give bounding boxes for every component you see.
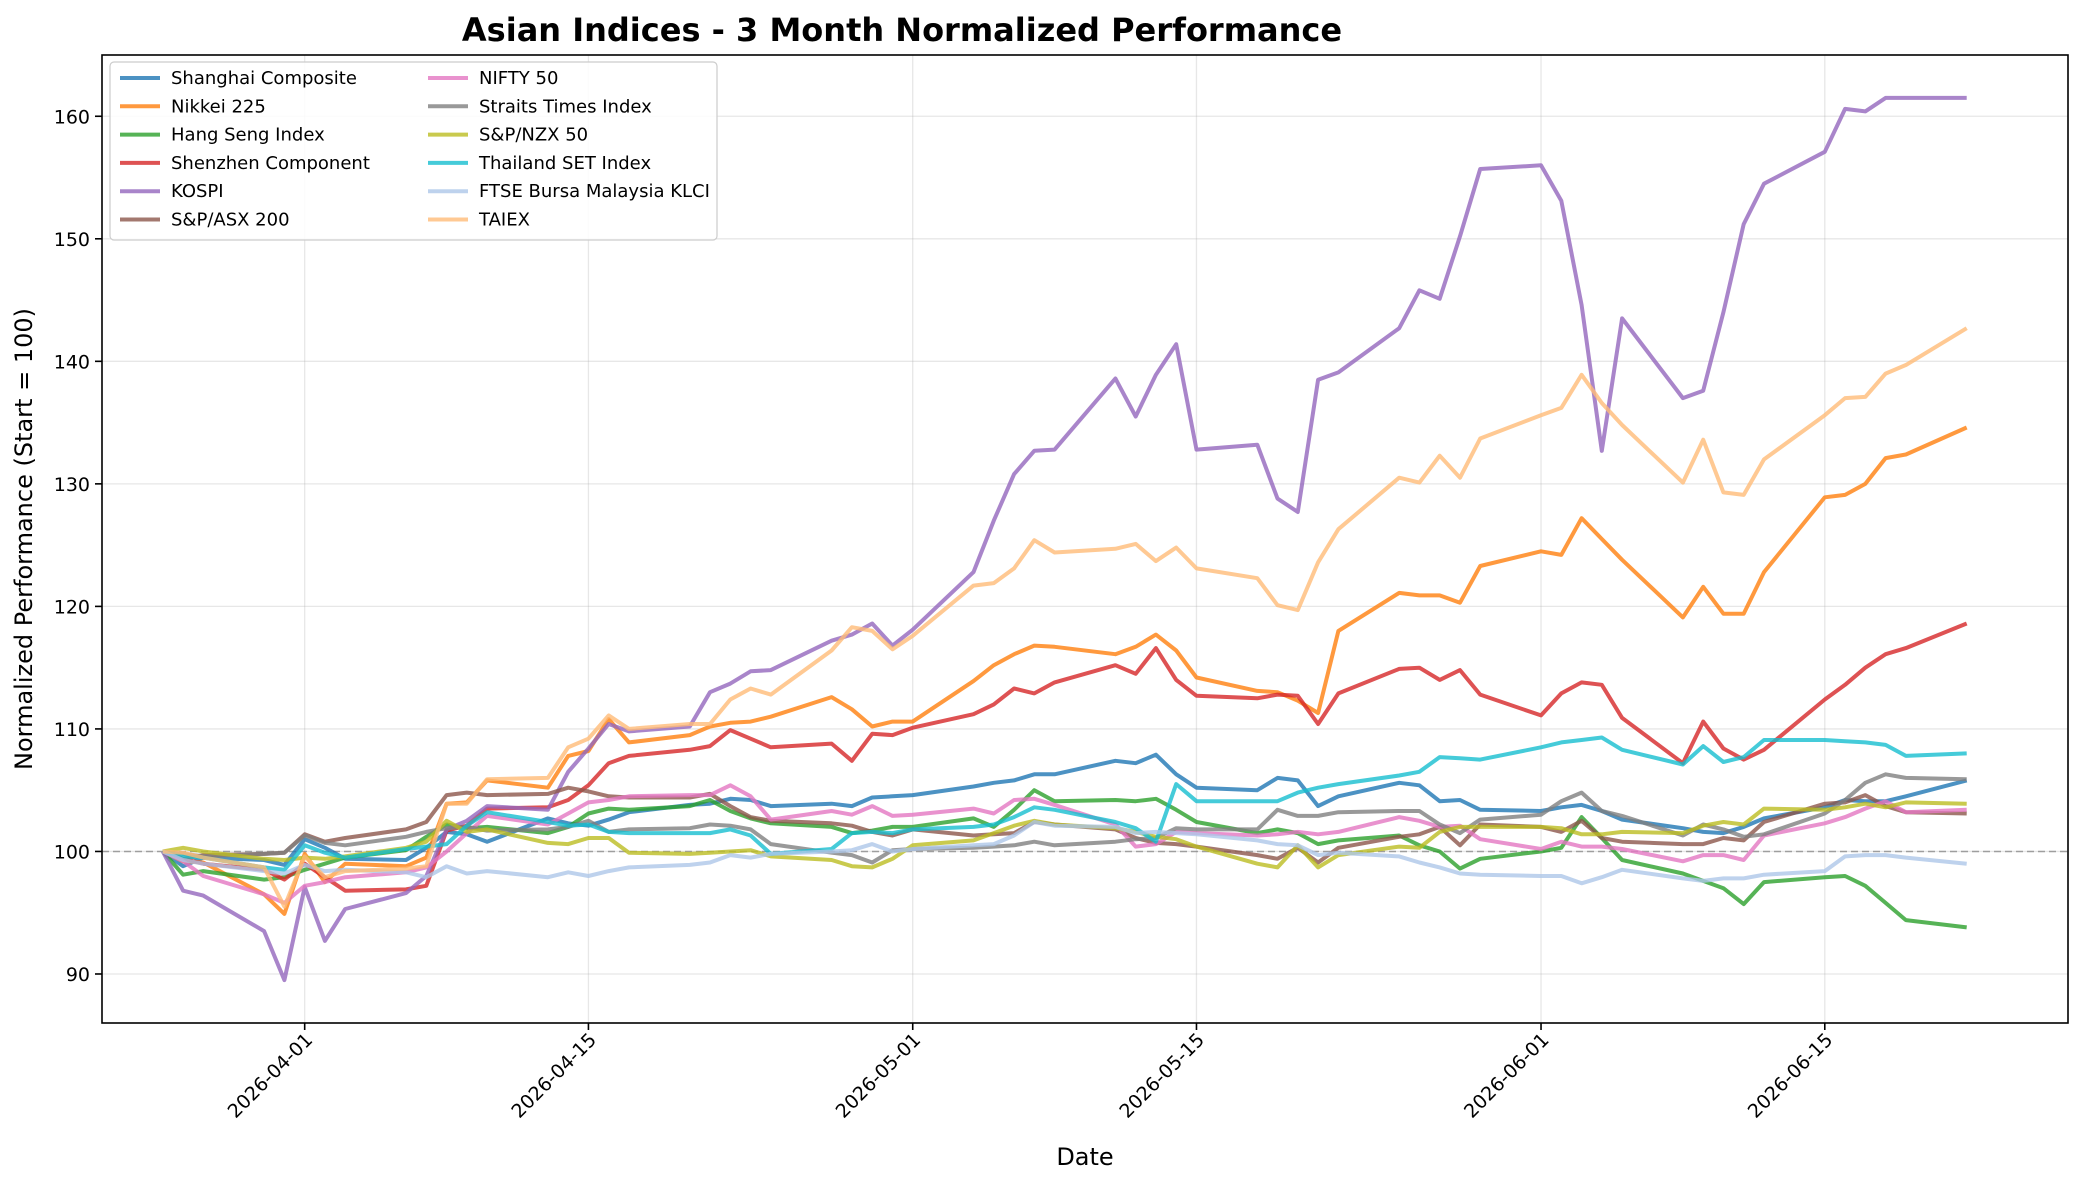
y-tick-label: 150 bbox=[54, 229, 90, 251]
series-line-thailand-set-index bbox=[162, 735, 1967, 872]
legend-label: S&P/ASX 200 bbox=[171, 210, 290, 231]
legend-label: S&P/NZX 50 bbox=[479, 125, 588, 146]
legend-frame bbox=[109, 61, 718, 241]
legend: Shanghai Composite Nikkei 225 Hang Seng In… bbox=[109, 61, 718, 241]
legend-label: Straits Times Index bbox=[479, 96, 652, 117]
series-lines bbox=[161, 95, 1968, 983]
x-axis-label: Date bbox=[1056, 1143, 1113, 1171]
series-line-ftse-bursa-malaysia-klci bbox=[162, 820, 1967, 886]
legend-label: Shanghai Composite bbox=[171, 68, 357, 89]
y-tick-label: 100 bbox=[54, 841, 90, 863]
legend-label: Shenzhen Component bbox=[171, 153, 370, 174]
y-tick-label: 130 bbox=[54, 474, 90, 496]
chart-title: Asian Indices - 3 Month Normalized Perfo… bbox=[462, 11, 1342, 49]
series-line-taiex bbox=[162, 326, 1968, 909]
legend-label: Hang Seng Index bbox=[171, 125, 325, 146]
y-tick-label: 160 bbox=[54, 106, 90, 128]
legend-label: TAIEX bbox=[478, 210, 530, 231]
y-axis: 90 100 110 120 130 140 150 160 bbox=[54, 106, 102, 986]
legend-label: Thailand SET Index bbox=[478, 153, 651, 174]
y-tick-label: 120 bbox=[54, 596, 90, 618]
y-tick-label: 110 bbox=[54, 719, 90, 741]
y-axis-label: Normalized Performance (Start = 100) bbox=[10, 308, 38, 770]
y-tick-label: 90 bbox=[66, 964, 90, 986]
legend-label: NIFTY 50 bbox=[479, 68, 558, 89]
legend-label: KOSPI bbox=[171, 181, 224, 202]
series-line-nifty-50 bbox=[161, 783, 1967, 905]
plot-frame bbox=[101, 54, 2069, 1024]
legend-label: Nikkei 225 bbox=[171, 96, 266, 117]
y-tick-label: 140 bbox=[54, 351, 90, 373]
legend-label: FTSE Bursa Malaysia KLCI bbox=[479, 181, 710, 202]
